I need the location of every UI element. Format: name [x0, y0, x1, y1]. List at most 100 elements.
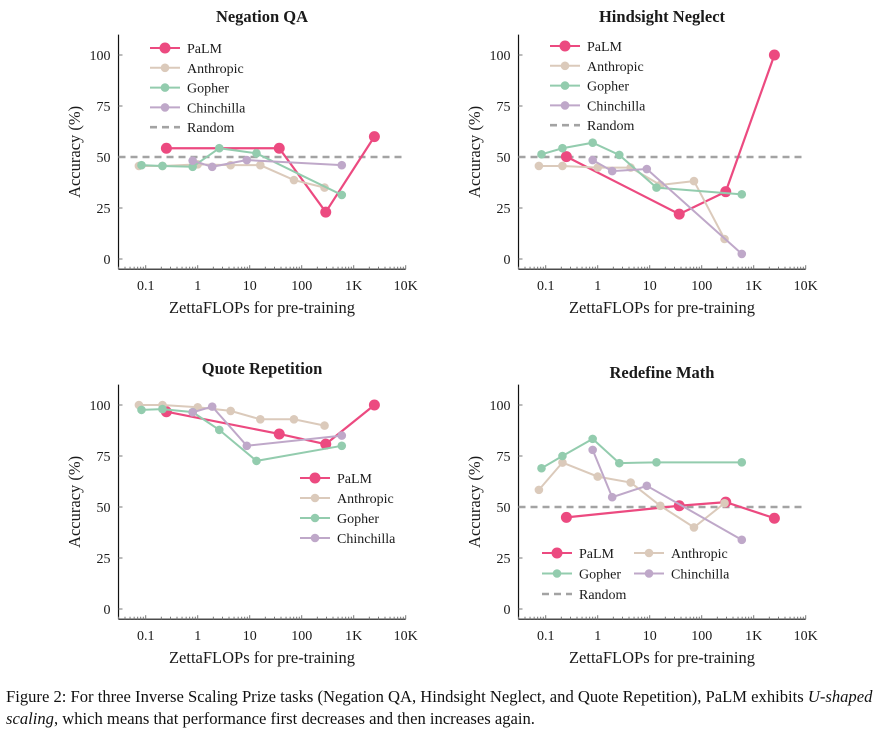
legend-swatch-marker [552, 569, 562, 578]
data-point-palm [160, 142, 172, 154]
legend-item-gopher: Gopher [550, 80, 629, 95]
series-palm [160, 131, 380, 218]
data-point-gopher [614, 458, 624, 468]
data-point-gopher [652, 183, 661, 192]
y-tick-label: 50 [97, 501, 111, 516]
data-point-gopher [737, 190, 747, 199]
series-line-chinchilla [591, 449, 743, 541]
data-point-anthropic [593, 472, 602, 481]
data-point-palm [720, 186, 732, 198]
legend-swatch-marker [310, 513, 320, 523]
data-point-chinchilla [588, 445, 597, 455]
data-point-anthropic [226, 406, 235, 416]
data-point-chinchilla [642, 164, 652, 174]
y-axis-label: Accuracy (%) [65, 106, 84, 198]
x-tick-label: 10 [243, 629, 257, 644]
series-chinchilla [188, 155, 347, 172]
y-tick-label: 100 [90, 49, 111, 64]
legend-item-palm: PaLM [542, 547, 615, 562]
legend: PaLM Anthropic Gopher Chinchilla [300, 472, 396, 547]
series-line-gopher [540, 437, 742, 470]
data-point-chinchilla [242, 441, 252, 451]
panel-negation-qa: Negation QA 0 25 50 75 100 0.1 1 10 100 1K 10K Zetta… [65, 7, 418, 317]
legend-swatch-marker [644, 548, 654, 558]
panel-quote-repetition: Quote Repetition 0 25 50 75 100 0.1 1 10 100 1K 10K… [65, 359, 418, 667]
legend-item-gopher: Gopher [300, 512, 379, 527]
legend-label: Chinchilla [671, 568, 730, 583]
data-point-chinchilla [337, 431, 347, 440]
legend-item-chinchilla: Chinchilla [300, 532, 396, 547]
data-point-gopher [158, 404, 167, 414]
x-tick-label: 100 [291, 629, 312, 644]
legend: PaLM Anthropic Gopher Chinchilla Random [150, 42, 246, 136]
data-point-gopher [137, 160, 146, 170]
legend-label: Anthropic [587, 60, 644, 75]
data-point-chinchilla [207, 402, 217, 411]
data-point-gopher [252, 149, 261, 158]
y-tick-label: 50 [497, 151, 511, 166]
data-point-gopher [537, 150, 546, 159]
x-tick-label: 10K [794, 279, 818, 294]
data-point-chinchilla [607, 166, 617, 176]
x-tick-label: 0.1 [137, 279, 155, 294]
data-point-chinchilla [737, 249, 747, 259]
data-point-gopher [652, 458, 661, 467]
data-point-gopher [588, 138, 597, 148]
data-point-chinchilla [188, 408, 197, 417]
x-tick-label: 100 [291, 279, 312, 294]
x-tick-label: 100 [691, 279, 712, 294]
x-tick-label: 1K [345, 279, 362, 294]
y-tick-label: 25 [97, 552, 111, 567]
data-point-gopher [252, 456, 261, 466]
series-line-palm [166, 136, 376, 215]
data-point-anthropic [720, 498, 729, 508]
data-point-anthropic [534, 485, 544, 495]
legend-label: Gopher [587, 80, 629, 95]
series-line-palm [566, 500, 775, 520]
legend-label: Anthropic [337, 492, 394, 507]
legend-label: PaLM [579, 547, 615, 562]
data-point-palm [320, 206, 332, 218]
y-tick-label: 100 [490, 399, 511, 414]
y-tick-label: 100 [90, 399, 111, 414]
x-tick-label: 10 [643, 279, 657, 294]
x-tick-label: 10K [794, 629, 818, 644]
data-point-anthropic [626, 478, 635, 487]
x-tick-label: 1 [594, 279, 601, 294]
x-tick-label: 1K [345, 629, 362, 644]
series-gopher [537, 138, 747, 199]
legend-item-random: Random [542, 588, 627, 603]
y-tick-label: 0 [504, 253, 511, 268]
x-tick-label: 1K [745, 279, 762, 294]
series-gopher [137, 143, 347, 200]
chart-title: Quote Repetition [202, 359, 323, 378]
caption-text-end: , which means that performance first dec… [53, 709, 535, 728]
legend-item-palm: PaLM [150, 42, 223, 57]
series-palm [560, 496, 780, 524]
x-tick-label: 1 [194, 279, 201, 294]
y-tick-label: 25 [497, 202, 511, 217]
legend-item-chinchilla: Chinchilla [634, 568, 730, 583]
y-tick-label: 25 [497, 552, 511, 567]
series-chinchilla [588, 445, 747, 545]
series-line-chinchilla [192, 405, 342, 447]
series-chinchilla [188, 402, 347, 451]
data-point-palm [768, 49, 780, 61]
data-point-anthropic [289, 175, 299, 185]
legend-label: Chinchilla [187, 101, 246, 116]
y-tick-label: 50 [97, 151, 111, 166]
data-point-anthropic [593, 163, 602, 172]
data-point-gopher [214, 143, 224, 153]
data-point-gopher [158, 161, 167, 171]
legend-item-anthropic: Anthropic [634, 547, 728, 562]
caption-text: Figure 2: For three Inverse Scaling Priz… [6, 687, 808, 706]
y-tick-label: 75 [97, 450, 111, 465]
data-point-palm [273, 428, 285, 440]
legend-swatch-marker [551, 547, 563, 559]
panel-hindsight-neglect: Hindsight Neglect 0 25 50 75 100 0.1 1 10 100 1K 10… [465, 7, 818, 317]
legend-swatch-marker [310, 493, 320, 503]
data-point-palm [320, 438, 332, 450]
data-point-chinchilla [642, 481, 652, 491]
x-axis-label: ZettaFLOPs for pre-training [569, 648, 755, 667]
